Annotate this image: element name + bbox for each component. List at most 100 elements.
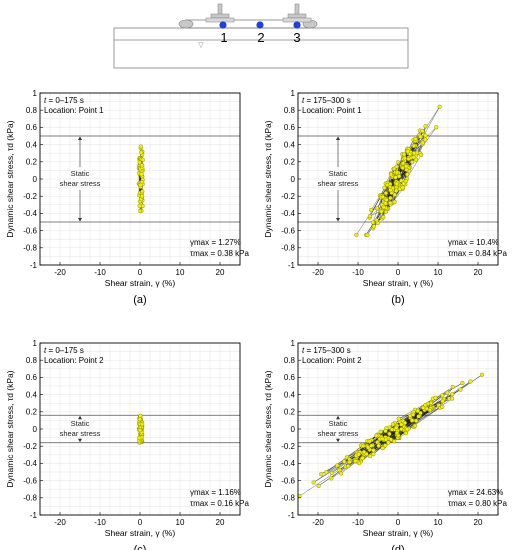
y-tick-label: -0.4 (281, 459, 295, 468)
data-point (437, 104, 442, 109)
y-tick-label: 1 (291, 89, 296, 98)
data-point (339, 471, 344, 476)
y-tick-label: -0.6 (281, 226, 295, 235)
y-tick-label: 0.4 (284, 390, 296, 399)
data-point (403, 179, 408, 184)
data-point (418, 410, 423, 416)
data-point (140, 163, 145, 168)
data-point (367, 439, 372, 444)
time-window-label: t = 0–175 s (44, 346, 84, 355)
y-tick-label: 0.8 (284, 106, 296, 115)
data-point (329, 476, 334, 481)
data-point (366, 445, 371, 450)
arrowhead-up (78, 415, 82, 420)
time-range: = 0–175 s (46, 96, 84, 105)
left-footing (205, 3, 235, 23)
data-point (375, 206, 380, 211)
data-point (394, 431, 400, 436)
data-point (393, 175, 398, 180)
data-point (394, 188, 399, 193)
data-point (450, 392, 455, 397)
data-point (388, 182, 393, 187)
data-point (139, 172, 144, 177)
x-tick-label: -20 (312, 268, 324, 277)
tau-max-stat: τmax = 0.38 kPa (190, 249, 250, 258)
time-range: = 175–300 s (304, 96, 350, 105)
x-tick-label: 0 (396, 268, 401, 277)
data-point (440, 399, 445, 404)
y-tick-label: 0 (33, 175, 38, 184)
x-tick-label: -10 (352, 518, 364, 527)
data-point (421, 405, 426, 410)
x-tick-label: 20 (474, 518, 483, 527)
data-point (383, 443, 388, 448)
data-point (388, 437, 393, 442)
data-point (423, 137, 428, 142)
data-point (137, 435, 142, 441)
data-point (381, 215, 386, 220)
right-footing (282, 3, 312, 23)
data-point (319, 472, 324, 477)
y-tick-label: -1 (30, 511, 38, 520)
data-point (388, 172, 394, 177)
x-tick-label: 10 (434, 518, 443, 527)
arrowhead-up (78, 136, 82, 140)
data-point (138, 182, 143, 187)
x-tick-label: 0 (138, 518, 143, 527)
static-shear-stress-label: Static (71, 419, 90, 428)
static-shear-stress-label: shear stress (318, 179, 359, 188)
y-tick-label: 0.8 (284, 356, 296, 365)
gamma-max-stat: γmax = 1.27% (190, 238, 241, 247)
data-point (353, 459, 358, 464)
gamma-max-stat: γmax = 10.4% (448, 238, 499, 247)
arrowhead-down (336, 438, 340, 443)
point-label-3: 3 (293, 30, 300, 45)
gamma-max-value: 1.16% (218, 488, 241, 497)
y-axis-label: Dynamic shear stress, τd (kPa) (5, 370, 15, 487)
time-variable: t (44, 96, 47, 105)
data-point (365, 232, 370, 237)
data-point (376, 443, 381, 448)
data-point (399, 178, 404, 183)
data-point (424, 406, 429, 411)
y-tick-label: -0.2 (23, 192, 37, 201)
y-tick-label: -0.4 (281, 209, 295, 218)
x-tick-label: 10 (176, 268, 185, 277)
data-point (400, 185, 405, 190)
x-tick-label: -20 (54, 518, 66, 527)
data-point (428, 400, 434, 406)
y-tick-label: -0.2 (281, 192, 295, 201)
data-point (374, 433, 379, 438)
data-point (387, 431, 392, 436)
y-tick-label: -0.2 (281, 442, 295, 451)
data-point (342, 459, 347, 464)
y-tick-label: 0 (291, 175, 296, 184)
data-point (140, 422, 145, 427)
model-schematic: 1 2 3 ▽ (113, 3, 409, 69)
y-tick-label: 0.2 (284, 408, 296, 417)
x-tick-label: -20 (54, 268, 66, 277)
data-point (369, 207, 374, 213)
point-label-1: 1 (220, 30, 227, 45)
location-label: Location: Point 1 (302, 106, 362, 115)
data-point (368, 454, 373, 459)
y-tick-label: -0.6 (23, 226, 37, 235)
y-tick-label: -0.4 (23, 209, 37, 218)
data-point (316, 483, 321, 488)
y-tick-label: -0.8 (23, 244, 37, 253)
y-tick-label: 0.4 (26, 390, 38, 399)
data-point (402, 420, 407, 425)
data-point (361, 449, 367, 455)
data-point (436, 403, 441, 408)
data-point (392, 199, 397, 204)
tau-max-value: 0.84 kPa (475, 249, 507, 258)
data-point (423, 124, 428, 129)
point-label-2: 2 (257, 30, 264, 45)
data-point (409, 418, 415, 423)
data-point (139, 150, 144, 155)
gamma-max-value: 10.4% (476, 238, 499, 247)
x-tick-label: -10 (352, 268, 364, 277)
data-point (419, 152, 424, 158)
data-point (140, 157, 145, 162)
y-tick-label: 1 (33, 89, 38, 98)
